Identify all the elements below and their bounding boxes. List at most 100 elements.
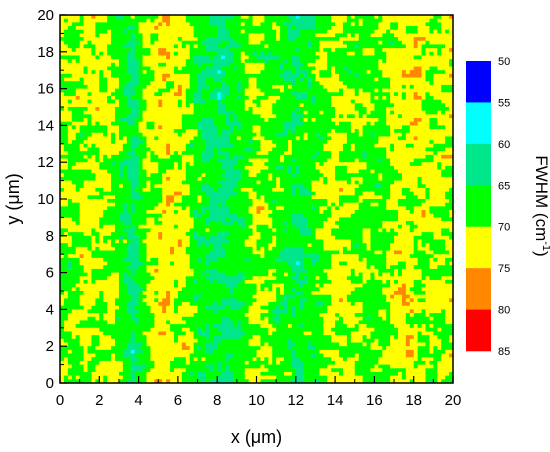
heatmap-cell	[327, 191, 332, 196]
heatmap-cell	[394, 37, 399, 42]
heatmap-cell	[350, 173, 356, 178]
heatmap-cell	[95, 73, 100, 78]
heatmap-cell	[115, 129, 120, 134]
heatmap-cell	[67, 136, 73, 141]
heatmap-cell	[63, 44, 69, 49]
heatmap-cell	[177, 59, 183, 64]
heatmap-cell	[445, 40, 450, 45]
heatmap-cell	[272, 18, 277, 23]
heatmap-cell	[323, 132, 328, 137]
heatmap-cell	[429, 140, 434, 145]
heatmap-cell	[95, 62, 100, 67]
heatmap-cell	[315, 195, 320, 200]
heatmap-cell	[225, 110, 230, 115]
heatmap-cell	[91, 18, 96, 23]
heatmap-cell	[83, 22, 88, 27]
heatmap-cell	[71, 84, 77, 89]
heatmap-cell	[103, 95, 108, 100]
heatmap-cell	[213, 51, 218, 56]
heatmap-cell	[126, 132, 132, 137]
heatmap-cell	[83, 55, 88, 60]
heatmap-cell	[60, 44, 65, 49]
heatmap-cell	[268, 121, 273, 126]
heatmap-cell	[240, 125, 246, 130]
heatmap-cell	[154, 180, 159, 185]
heatmap-cell	[449, 73, 454, 78]
heatmap-cell	[232, 73, 238, 78]
heatmap-cell	[405, 18, 411, 23]
heatmap-cell	[374, 158, 379, 163]
heatmap-cell	[162, 44, 167, 49]
heatmap-cell	[433, 84, 438, 89]
heatmap-cell	[429, 18, 434, 23]
heatmap-cell	[382, 110, 387, 115]
heatmap-cell	[240, 70, 246, 75]
heatmap-cell	[331, 59, 336, 64]
heatmap-cell	[437, 66, 442, 71]
heatmap-cell	[63, 173, 69, 178]
heatmap-cell	[197, 92, 202, 97]
heatmap-cell	[236, 176, 242, 181]
heatmap-cell	[252, 55, 257, 60]
heatmap-cell	[71, 176, 77, 181]
heatmap-cell	[370, 187, 375, 192]
heatmap-cell	[181, 173, 187, 178]
heatmap-cell	[126, 158, 132, 163]
heatmap-cell	[272, 81, 277, 86]
heatmap-cell	[445, 158, 450, 163]
heatmap-cell	[405, 99, 411, 104]
heatmap-cell	[115, 118, 120, 123]
heatmap-cell	[107, 147, 112, 152]
heatmap-cell	[99, 95, 104, 100]
heatmap-cell	[244, 77, 249, 82]
heatmap-cell	[138, 99, 143, 104]
heatmap-cell	[181, 70, 187, 75]
heatmap-cell	[115, 121, 120, 126]
heatmap-cell	[126, 129, 132, 134]
heatmap-cell	[111, 51, 116, 56]
heatmap-cell	[291, 121, 297, 126]
heatmap-cell	[413, 143, 418, 148]
heatmap-cell	[327, 84, 332, 89]
heatmap-cell	[272, 107, 277, 111]
heatmap-cell	[433, 44, 438, 49]
heatmap-cell	[111, 132, 116, 137]
heatmap-cell	[374, 26, 379, 31]
heatmap-cell	[280, 121, 285, 126]
heatmap-cell	[390, 110, 395, 115]
heatmap-cell	[221, 118, 226, 123]
heatmap-cell	[115, 191, 120, 196]
heatmap-cell	[150, 22, 155, 27]
heatmap-cell	[413, 77, 418, 82]
heatmap-cell	[339, 143, 344, 148]
heatmap-cell	[272, 151, 277, 156]
heatmap-cell	[91, 143, 96, 148]
heatmap-cell	[346, 165, 352, 170]
heatmap-cell	[409, 110, 414, 115]
heatmap-cell	[130, 62, 135, 67]
heatmap-cell	[240, 51, 246, 56]
heatmap-cell	[67, 180, 73, 185]
heatmap-cell	[382, 55, 387, 60]
heatmap-cell	[221, 37, 226, 42]
heatmap-cell	[158, 29, 163, 34]
heatmap-cell	[421, 143, 426, 148]
heatmap-cell	[185, 84, 190, 89]
heatmap-cell	[107, 195, 112, 200]
heatmap-cell	[146, 143, 151, 148]
heatmap-cell	[280, 33, 285, 38]
heatmap-cell	[181, 66, 187, 71]
heatmap-cell	[201, 176, 206, 181]
heatmap-cell	[421, 140, 426, 145]
heatmap-cell	[99, 191, 104, 196]
heatmap-cell	[126, 73, 132, 78]
heatmap-cell	[162, 48, 167, 53]
heatmap-cell	[319, 132, 324, 137]
heatmap-cell	[449, 48, 454, 53]
heatmap-cell	[213, 140, 218, 145]
heatmap-cell	[170, 165, 175, 170]
heatmap-cell	[177, 44, 183, 49]
heatmap-cell	[284, 132, 289, 137]
heatmap-cell	[295, 59, 301, 64]
heatmap-cell	[193, 140, 198, 145]
